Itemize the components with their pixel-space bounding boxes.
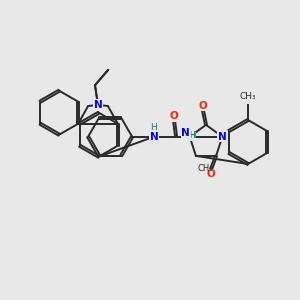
Text: H: H <box>188 131 196 140</box>
Text: CH₃: CH₃ <box>240 92 256 100</box>
Text: N: N <box>181 128 190 138</box>
Text: O: O <box>199 100 207 110</box>
Text: N: N <box>218 132 227 142</box>
Text: N: N <box>150 132 158 142</box>
Text: N: N <box>94 100 102 110</box>
Text: O: O <box>207 169 215 179</box>
Text: H: H <box>150 123 157 132</box>
Text: CH₃: CH₃ <box>198 164 213 173</box>
Text: O: O <box>170 111 178 121</box>
